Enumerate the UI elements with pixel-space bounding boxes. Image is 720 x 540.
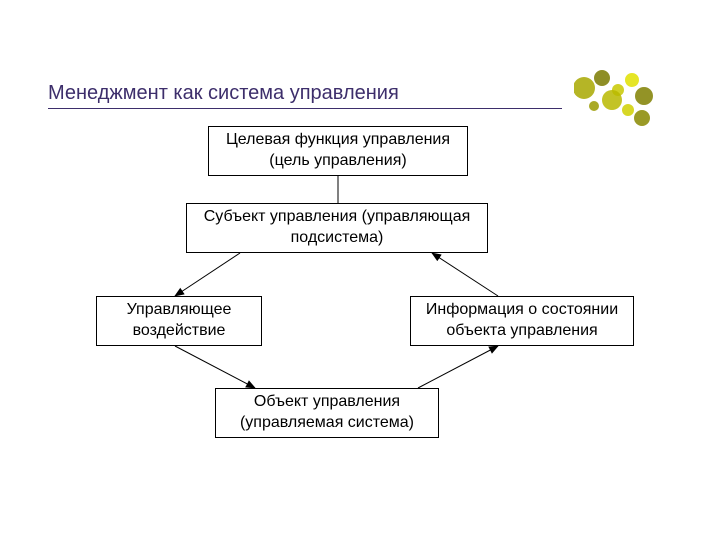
edge-line — [175, 253, 240, 296]
node-target-line2: (цель управления) — [226, 151, 450, 172]
dot — [634, 110, 650, 126]
node-subject-line1: Субъект управления (управляющая — [204, 207, 471, 228]
dot — [574, 77, 595, 99]
node-subject: Субъект управления (управляющая подсисте… — [186, 203, 488, 253]
node-control-line1: Управляющее — [127, 300, 232, 321]
dot — [625, 73, 639, 87]
node-object-line1: Объект управления — [240, 392, 414, 413]
node-info-line2: объекта управления — [426, 321, 618, 342]
edge-line — [432, 253, 498, 296]
dot — [635, 87, 653, 105]
dot — [594, 70, 610, 86]
node-target-line1: Целевая функция управления — [226, 130, 450, 151]
decorative-dots-icon — [574, 70, 664, 140]
node-info: Информация о состоянии объекта управлени… — [410, 296, 634, 346]
dot — [589, 101, 599, 111]
node-control-action: Управляющее воздействие — [96, 296, 262, 346]
dot — [622, 104, 634, 116]
node-subject-line2: подсистема) — [204, 228, 471, 249]
edge-line — [175, 346, 255, 388]
dot — [602, 90, 622, 110]
node-control-line2: воздействие — [127, 321, 232, 342]
node-info-line1: Информация о состоянии — [426, 300, 618, 321]
title-underline — [48, 108, 562, 109]
page-title: Менеджмент как система управления — [48, 82, 399, 105]
edge-line — [418, 346, 498, 388]
node-target: Целевая функция управления (цель управле… — [208, 126, 468, 176]
node-object: Объект управления (управляемая система) — [215, 388, 439, 438]
node-object-line2: (управляемая система) — [240, 413, 414, 434]
